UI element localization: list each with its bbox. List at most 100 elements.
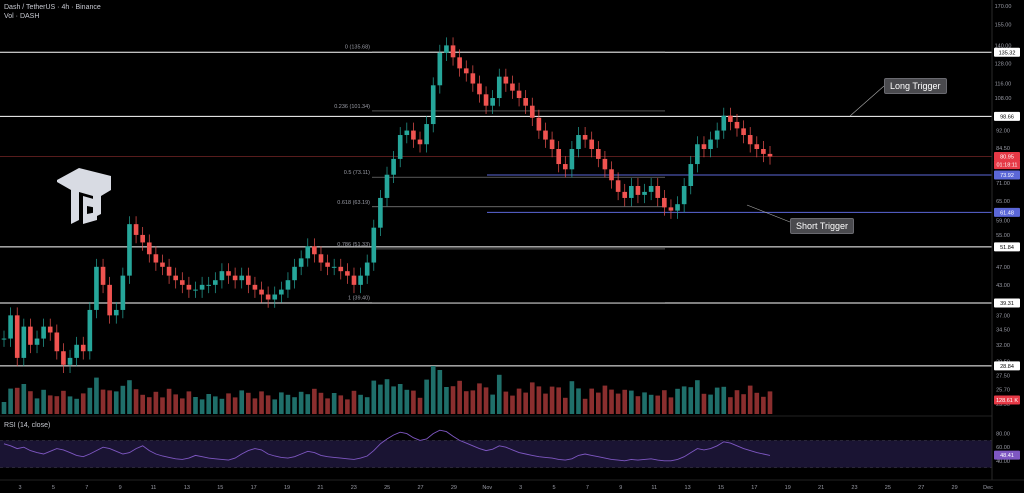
candle-body <box>292 266 297 281</box>
candle-body <box>615 180 621 192</box>
time-axis-tick: Nov <box>482 485 492 491</box>
price-axis-tick: 37.00 <box>996 313 1010 319</box>
volume-bar <box>688 387 694 414</box>
price-tag <box>994 395 1020 405</box>
time-axis-tick: 3 <box>18 485 21 491</box>
time-axis-tick: 27 <box>417 485 423 491</box>
short-trigger-annotation[interactable]: Short Trigger <box>790 218 855 234</box>
price-tag <box>994 207 1020 217</box>
candle-body <box>378 197 383 228</box>
candle-body <box>358 275 363 285</box>
time-axis-tick: 17 <box>251 485 257 491</box>
volume-bar <box>325 398 330 414</box>
volume-bar <box>463 391 469 414</box>
volume-bar <box>239 390 245 414</box>
volume-bar <box>41 389 46 414</box>
candle-body <box>364 262 370 276</box>
volume-bar <box>662 390 667 414</box>
candle-body <box>28 326 33 345</box>
candle-body <box>252 284 258 290</box>
candle-body <box>708 139 713 150</box>
time-axis-tick: 29 <box>952 485 958 491</box>
volume-bar <box>714 387 720 414</box>
candle-body <box>701 144 707 150</box>
rsi-current-tag <box>994 450 1020 460</box>
candle-body <box>741 128 746 136</box>
candle-body <box>351 275 357 285</box>
volume-bar <box>87 387 93 414</box>
price-tag-label: 98.66 <box>1000 114 1014 120</box>
price-axis-tick: 55.00 <box>996 233 1010 239</box>
short-trigger-connector <box>746 204 791 223</box>
candle-body <box>655 186 661 198</box>
candle-body <box>259 289 264 295</box>
candle-body <box>457 57 462 69</box>
volume-bar <box>166 388 172 414</box>
volume-bar <box>648 394 654 414</box>
volume-bar <box>701 393 707 414</box>
volume-bar <box>364 397 370 414</box>
candle-body <box>391 158 396 175</box>
price-tag <box>994 160 1020 170</box>
price-axis-tick: 155.00 <box>995 23 1012 29</box>
candle-body <box>424 124 429 145</box>
candle-body <box>318 254 324 263</box>
time-axis-tick: 7 <box>85 485 88 491</box>
candle-body <box>212 280 218 285</box>
time-axis-tick: 27 <box>918 485 924 491</box>
candle-body <box>437 52 443 86</box>
candle-body <box>226 271 231 276</box>
candle-body <box>523 98 528 106</box>
price-axis-tick: 47.00 <box>996 265 1010 271</box>
candle-body <box>80 344 86 352</box>
rsi-axis-tick: 80.00 <box>996 432 1010 438</box>
rsi-line <box>3 429 771 462</box>
volume-bar <box>8 388 13 414</box>
volume-bar <box>543 393 548 414</box>
volume-bar <box>503 391 509 414</box>
candle-body <box>239 275 245 281</box>
volume-bar <box>226 393 231 414</box>
volume-bar <box>609 389 614 414</box>
volume-bar <box>477 383 482 414</box>
volume-bar <box>556 387 562 414</box>
candle-body <box>470 73 476 84</box>
long-trigger-annotation[interactable]: Long Trigger <box>884 78 947 94</box>
price-axis-tick: 43.00 <box>996 283 1010 289</box>
volume-bar <box>721 386 727 414</box>
candle-body <box>279 289 284 295</box>
candle-body <box>483 94 489 106</box>
candle-body <box>100 266 106 285</box>
volume-bar <box>80 393 86 414</box>
candle-body <box>721 115 727 131</box>
chart-title: Dash / TetherUS · 4h · Binance <box>4 4 101 11</box>
volume-bar <box>338 395 344 414</box>
tc-logo <box>57 168 111 224</box>
volume-bar <box>668 397 674 414</box>
volume-indicator-label: Vol · DASH <box>4 13 40 20</box>
volume-bar <box>305 394 311 414</box>
volume-bar <box>312 388 317 414</box>
price-axis-tick: 128.00 <box>995 62 1012 68</box>
candle-body <box>529 105 535 118</box>
volume-bar <box>655 395 661 414</box>
volume-bar <box>457 380 462 414</box>
volume-bar <box>404 389 410 414</box>
candle-body <box>312 246 317 255</box>
volume-bar <box>430 366 436 414</box>
volume-bar <box>259 391 264 414</box>
volume-bar <box>232 397 238 414</box>
candle-body <box>510 83 515 91</box>
volume-bar <box>378 384 383 414</box>
price-tag <box>994 47 1020 57</box>
price-tag <box>994 361 1020 371</box>
price-tag-label: 128.61 K <box>996 398 1018 404</box>
price-axis-tick: 32.00 <box>996 343 1010 349</box>
candle-body <box>602 158 608 170</box>
volume-bar <box>734 390 740 414</box>
volume-bar <box>529 382 535 414</box>
candle-body <box>450 45 456 58</box>
price-tag-label: 28.84 <box>1000 364 1014 370</box>
volume-bar <box>113 391 119 414</box>
